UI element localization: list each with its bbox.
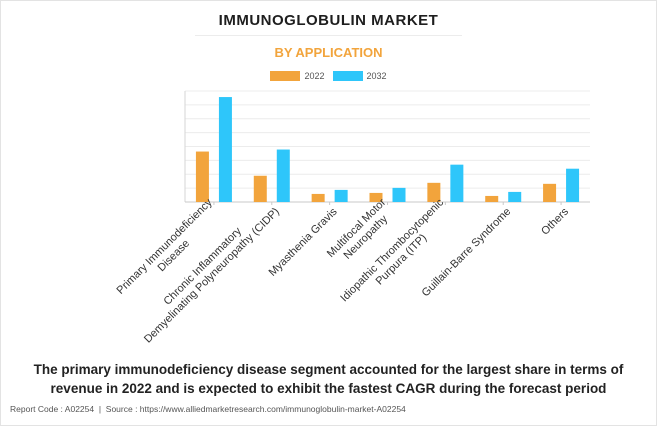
chart-title: IMMUNOGLOBULIN MARKET bbox=[218, 12, 439, 29]
bar-2022-1 bbox=[195, 151, 209, 202]
bar-2022-4 bbox=[369, 192, 383, 202]
bar-2022-2 bbox=[253, 175, 267, 202]
chart-caption: The primary immunodeficiency disease seg… bbox=[0, 360, 657, 398]
legend-item-2022: 2022 bbox=[270, 71, 325, 81]
category-label-2: Chronic InflammatoryDemyelinating Polyne… bbox=[133, 196, 282, 345]
legend-label-2032: 2032 bbox=[366, 71, 387, 81]
caption-line-1: The primary immunodeficiency disease seg… bbox=[33, 362, 624, 377]
source-link[interactable]: Source : https://www.alliedmarketresearc… bbox=[105, 404, 406, 414]
category-label-1: Primary ImmunodeficiencyDisease bbox=[115, 196, 225, 306]
bar-2022-7 bbox=[543, 183, 557, 202]
bar-2032-3 bbox=[334, 189, 348, 202]
chart-legend: 2022 2032 bbox=[0, 71, 657, 81]
category-label-6: Guillain-Barre Syndrome bbox=[420, 206, 514, 300]
bar-2032-6 bbox=[508, 191, 522, 202]
report-code: Report Code : A02254 bbox=[10, 404, 95, 414]
title-divider bbox=[195, 35, 462, 36]
bar-2032-1 bbox=[218, 97, 232, 202]
caption-line-2: revenue in 2022 and is expected to exhib… bbox=[50, 381, 607, 396]
legend-swatch-2032 bbox=[332, 71, 363, 81]
bar-2022-6 bbox=[485, 195, 499, 202]
bar-2022-5 bbox=[427, 182, 441, 202]
chart-subtitle: BY APPLICATION bbox=[274, 45, 383, 60]
bar-2032-7 bbox=[566, 168, 580, 202]
bar-2032-2 bbox=[276, 149, 290, 202]
legend-label-2022: 2022 bbox=[304, 71, 325, 81]
category-label-line: Guillain-Barre Syndrome bbox=[420, 206, 514, 300]
footer: Report Code : A02254 | Source : https://… bbox=[10, 404, 406, 414]
legend-swatch-2022 bbox=[270, 71, 301, 81]
bar-2032-4 bbox=[392, 187, 406, 202]
category-label-line: Demyelinating Polyneuropathy (CIDP) bbox=[142, 206, 282, 346]
legend-item-2032: 2032 bbox=[332, 71, 387, 81]
bar-2022-3 bbox=[311, 193, 325, 202]
category-label-7: Others bbox=[539, 205, 571, 237]
category-label-line: Others bbox=[539, 205, 571, 237]
footer-separator: | bbox=[94, 404, 106, 414]
bar-2032-5 bbox=[450, 164, 464, 202]
